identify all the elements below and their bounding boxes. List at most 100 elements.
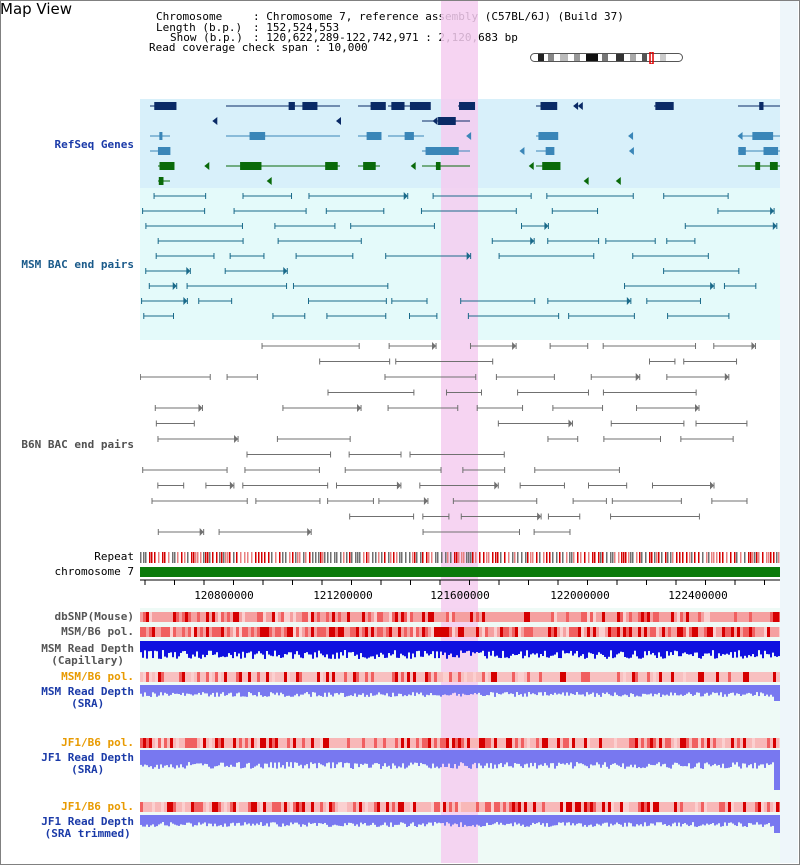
- heat-cell[interactable]: [140, 612, 143, 622]
- repeat-element[interactable]: [679, 552, 681, 563]
- bac-end-pair[interactable]: [422, 529, 520, 535]
- depth-bar[interactable]: [540, 815, 542, 825]
- repeat-element[interactable]: [184, 552, 186, 563]
- depth-bar[interactable]: [272, 685, 274, 694]
- bac-end-pair[interactable]: [683, 358, 738, 365]
- depth-bar[interactable]: [462, 641, 464, 653]
- bac-end-pair[interactable]: [344, 467, 442, 473]
- depth-bar[interactable]: [314, 641, 316, 653]
- heat-cell[interactable]: [323, 627, 326, 637]
- depth-bar[interactable]: [764, 815, 766, 825]
- depth-bar[interactable]: [624, 750, 626, 769]
- heat-cell[interactable]: [293, 802, 296, 812]
- repeat-element[interactable]: [546, 552, 548, 563]
- heat-cell[interactable]: [416, 738, 419, 748]
- heat-cell[interactable]: [149, 738, 152, 748]
- heat-cell[interactable]: [191, 738, 194, 748]
- depth-bar[interactable]: [600, 685, 602, 697]
- depth-bar[interactable]: [194, 750, 196, 765]
- gene-feature[interactable]: [536, 102, 558, 110]
- depth-bar[interactable]: [470, 750, 472, 769]
- depth-bar[interactable]: [442, 815, 444, 824]
- depth-bar[interactable]: [228, 815, 230, 827]
- depth-bar[interactable]: [146, 685, 148, 696]
- depth-bar[interactable]: [610, 815, 612, 824]
- heat-cell[interactable]: [533, 672, 536, 682]
- depth-bar[interactable]: [726, 641, 728, 654]
- depth-bar[interactable]: [396, 815, 398, 825]
- heat-cell[interactable]: [386, 802, 389, 812]
- bac-end-pair[interactable]: [391, 298, 428, 304]
- depth-bar[interactable]: [700, 815, 702, 826]
- depth-bar[interactable]: [684, 750, 686, 767]
- heat-cell[interactable]: [503, 738, 506, 748]
- heat-cell[interactable]: [626, 802, 629, 812]
- depth-bar[interactable]: [556, 750, 558, 766]
- depth-bar[interactable]: [672, 750, 674, 765]
- depth-bar[interactable]: [432, 750, 434, 764]
- depth-bar[interactable]: [494, 750, 496, 765]
- heat-cell[interactable]: [566, 612, 569, 622]
- repeat-element[interactable]: [299, 552, 301, 563]
- depth-bar[interactable]: [716, 815, 718, 825]
- depth-bar[interactable]: [182, 685, 184, 693]
- heat-cell[interactable]: [143, 802, 146, 812]
- depth-bar[interactable]: [352, 815, 354, 824]
- bac-end-pair[interactable]: [198, 298, 233, 304]
- depth-bar[interactable]: [776, 685, 778, 701]
- depth-bar[interactable]: [604, 641, 606, 657]
- bac-end-pair[interactable]: [155, 253, 215, 259]
- heat-cell[interactable]: [458, 672, 461, 682]
- repeat-element[interactable]: [390, 552, 392, 563]
- heat-cell[interactable]: [671, 672, 674, 682]
- heat-cell[interactable]: [614, 627, 617, 637]
- heat-cell[interactable]: [737, 627, 740, 637]
- heat-cell[interactable]: [176, 802, 179, 812]
- depth-bar[interactable]: [634, 750, 636, 765]
- heat-cell[interactable]: [506, 672, 509, 682]
- heat-cell[interactable]: [341, 612, 344, 622]
- depth-bar[interactable]: [382, 815, 384, 825]
- depth-bar[interactable]: [562, 685, 564, 693]
- repeat-element[interactable]: [289, 552, 291, 563]
- depth-bar[interactable]: [536, 750, 538, 769]
- repeat-element[interactable]: [445, 552, 447, 563]
- heat-cell[interactable]: [200, 612, 203, 622]
- depth-bar[interactable]: [690, 815, 692, 826]
- depth-bar[interactable]: [224, 815, 226, 824]
- depth-bar[interactable]: [280, 685, 282, 693]
- depth-bar[interactable]: [608, 641, 610, 657]
- heat-cell[interactable]: [563, 672, 566, 682]
- depth-bar[interactable]: [698, 685, 700, 693]
- repeat-element[interactable]: [594, 552, 596, 563]
- depth-bar[interactable]: [292, 815, 294, 825]
- heat-cell[interactable]: [266, 802, 269, 812]
- heat-cell[interactable]: [260, 802, 263, 812]
- depth-bar[interactable]: [478, 815, 480, 826]
- depth-bar[interactable]: [232, 641, 234, 659]
- bac-end-pair[interactable]: [218, 528, 312, 536]
- repeat-element[interactable]: [573, 552, 575, 563]
- depth-bar[interactable]: [614, 750, 616, 764]
- depth-bar[interactable]: [670, 815, 672, 827]
- heat-cell[interactable]: [584, 738, 587, 748]
- depth-bar[interactable]: [682, 641, 684, 654]
- depth-bar[interactable]: [526, 641, 528, 651]
- depth-bar[interactable]: [154, 750, 156, 768]
- depth-bar[interactable]: [464, 815, 466, 825]
- heat-cell[interactable]: [689, 612, 692, 622]
- heat-cell[interactable]: [302, 627, 305, 637]
- repeat-element[interactable]: [205, 552, 207, 563]
- heat-cell[interactable]: [266, 738, 269, 748]
- depth-bar[interactable]: [146, 750, 148, 766]
- heat-cell[interactable]: [308, 627, 311, 637]
- heat-cell[interactable]: [194, 672, 197, 682]
- heat-cell[interactable]: [422, 612, 425, 622]
- bac-end-pair[interactable]: [420, 208, 517, 214]
- heat-cell[interactable]: [299, 802, 302, 812]
- depth-bar[interactable]: [360, 750, 362, 764]
- heat-cell[interactable]: [683, 802, 686, 812]
- depth-bar[interactable]: [476, 685, 478, 695]
- heat-cell[interactable]: [206, 802, 209, 812]
- depth-bar[interactable]: [182, 815, 184, 825]
